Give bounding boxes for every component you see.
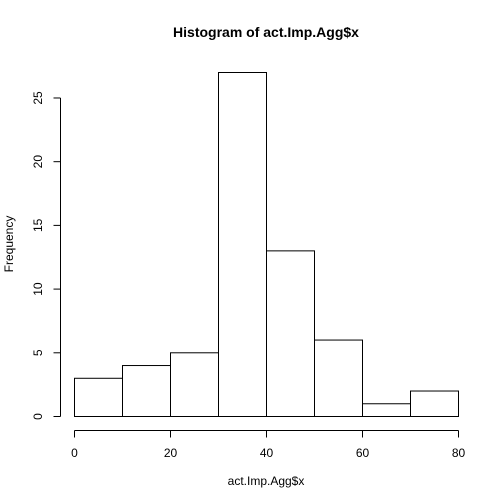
y-tick-label: 15 xyxy=(31,218,45,232)
histogram-bar xyxy=(75,378,123,416)
histogram-bar xyxy=(123,366,171,417)
y-tick-label: 25 xyxy=(31,91,45,105)
histogram-bar xyxy=(171,353,219,417)
x-tick-label: 40 xyxy=(260,446,274,460)
x-tick-label: 60 xyxy=(356,446,370,460)
y-tick-label: 10 xyxy=(31,282,45,296)
y-axis-label: Frequency xyxy=(2,216,16,273)
x-axis-label: act.Imp.Agg$x xyxy=(228,474,305,488)
histogram-bar xyxy=(219,73,267,417)
x-tick-label: 0 xyxy=(71,446,78,460)
bars-group xyxy=(75,73,459,417)
y-tick-label: 20 xyxy=(31,155,45,169)
histogram-bar xyxy=(411,391,459,416)
x-tick-label: 80 xyxy=(452,446,466,460)
histogram-bar xyxy=(267,251,315,417)
y-axis: 0 5 10 15 20 25 xyxy=(31,91,61,420)
x-tick-label: 20 xyxy=(164,446,178,460)
histogram-bar xyxy=(363,404,411,417)
chart-title: Histogram of act.Imp.Agg$x xyxy=(173,24,359,40)
histogram-bar xyxy=(315,340,363,416)
y-tick-label: 0 xyxy=(31,413,45,420)
y-tick-label: 5 xyxy=(31,349,45,356)
x-axis: 0 20 40 60 80 xyxy=(71,431,465,461)
